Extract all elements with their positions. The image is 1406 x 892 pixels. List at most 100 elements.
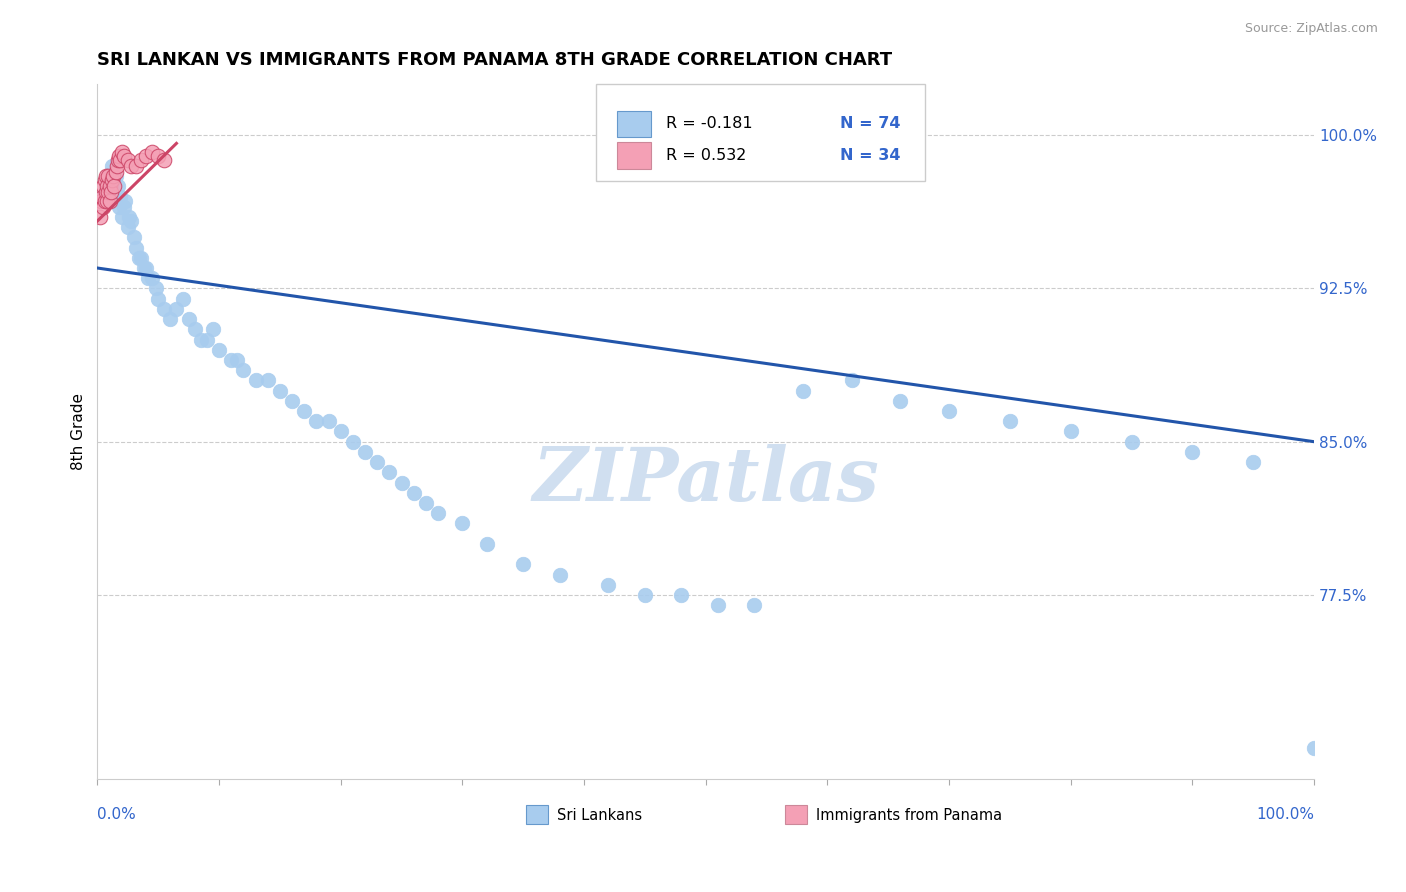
- Point: [97, 169, 120, 183]
- Text: 100.0%: 100.0%: [1256, 806, 1315, 822]
- Point: [415, 496, 437, 510]
- Point: [245, 373, 267, 387]
- Point: [112, 200, 135, 214]
- Point: [208, 343, 231, 357]
- Point: [318, 414, 340, 428]
- Point: [101, 169, 124, 183]
- Point: [120, 214, 142, 228]
- Point: [111, 145, 134, 159]
- Text: N = 74: N = 74: [839, 116, 900, 131]
- Y-axis label: 8th Grade: 8th Grade: [72, 393, 86, 470]
- Point: [634, 588, 657, 602]
- Point: [110, 153, 132, 167]
- Point: [105, 189, 128, 203]
- Text: R = -0.181: R = -0.181: [665, 116, 752, 131]
- Point: [117, 153, 139, 167]
- Point: [94, 186, 117, 200]
- Point: [1181, 445, 1204, 459]
- Point: [219, 353, 242, 368]
- Point: [354, 445, 377, 459]
- Point: [172, 292, 194, 306]
- Point: [93, 179, 115, 194]
- Point: [391, 475, 413, 490]
- Text: SRI LANKAN VS IMMIGRANTS FROM PANAMA 8TH GRADE CORRELATION CHART: SRI LANKAN VS IMMIGRANTS FROM PANAMA 8TH…: [97, 51, 893, 69]
- Point: [292, 404, 315, 418]
- Point: [112, 148, 135, 162]
- Point: [89, 210, 111, 224]
- Point: [148, 148, 170, 162]
- Point: [101, 173, 124, 187]
- Point: [135, 148, 157, 162]
- Point: [100, 186, 122, 200]
- Text: Sri Lankans: Sri Lankans: [557, 808, 643, 823]
- Point: [104, 165, 127, 179]
- Point: [281, 393, 304, 408]
- Point: [1241, 455, 1264, 469]
- Point: [305, 414, 328, 428]
- Point: [183, 322, 205, 336]
- Point: [98, 169, 121, 183]
- FancyBboxPatch shape: [617, 143, 651, 169]
- Point: [153, 301, 176, 316]
- FancyBboxPatch shape: [785, 805, 807, 824]
- Point: [232, 363, 254, 377]
- Point: [195, 333, 218, 347]
- Point: [402, 485, 425, 500]
- Point: [93, 189, 115, 203]
- Point: [329, 425, 352, 439]
- Point: [342, 434, 364, 449]
- Point: [889, 393, 911, 408]
- Point: [998, 414, 1021, 428]
- Point: [792, 384, 814, 398]
- Point: [145, 281, 167, 295]
- Point: [107, 179, 129, 194]
- Point: [841, 373, 863, 387]
- Point: [125, 159, 148, 173]
- Point: [98, 194, 121, 208]
- Point: [427, 506, 450, 520]
- Point: [177, 312, 200, 326]
- Point: [98, 179, 121, 194]
- Point: [378, 466, 401, 480]
- Point: [1060, 425, 1083, 439]
- Point: [103, 179, 125, 194]
- Point: [117, 220, 139, 235]
- Point: [97, 186, 120, 200]
- Point: [107, 153, 129, 167]
- Point: [512, 558, 534, 572]
- Point: [94, 169, 117, 183]
- Point: [122, 230, 145, 244]
- Text: 0.0%: 0.0%: [97, 806, 136, 822]
- Point: [475, 537, 498, 551]
- Point: [111, 210, 134, 224]
- Point: [93, 173, 115, 187]
- Point: [141, 271, 163, 285]
- Point: [93, 200, 115, 214]
- Point: [125, 241, 148, 255]
- FancyBboxPatch shape: [526, 805, 547, 824]
- Point: [129, 153, 152, 167]
- Point: [93, 194, 115, 208]
- Point: [190, 333, 212, 347]
- Point: [744, 598, 766, 612]
- Point: [120, 159, 142, 173]
- Point: [938, 404, 960, 418]
- Point: [451, 516, 474, 531]
- Point: [104, 169, 127, 183]
- Point: [90, 194, 112, 208]
- Point: [153, 153, 176, 167]
- Point: [128, 251, 150, 265]
- Point: [269, 384, 291, 398]
- Point: [366, 455, 388, 469]
- Point: [105, 159, 128, 173]
- Point: [1303, 741, 1326, 756]
- Point: [1121, 434, 1143, 449]
- Point: [96, 179, 118, 194]
- Point: [132, 260, 155, 275]
- Point: [118, 210, 141, 224]
- Point: [159, 312, 181, 326]
- Point: [201, 322, 224, 336]
- Point: [256, 373, 278, 387]
- Point: [707, 598, 730, 612]
- Point: [108, 200, 131, 214]
